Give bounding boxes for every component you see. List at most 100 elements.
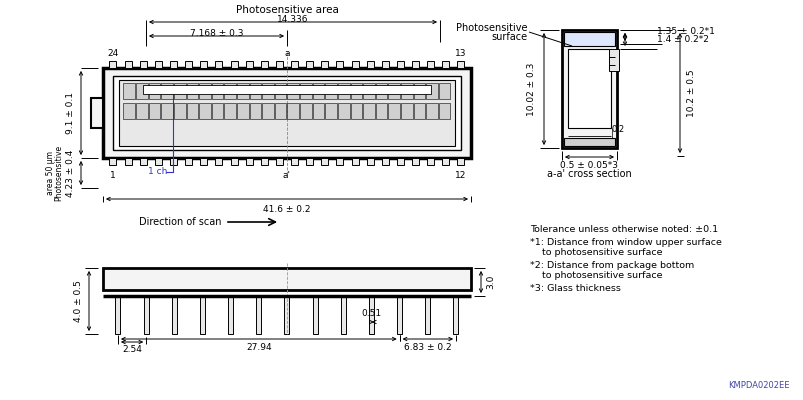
Bar bbox=[144, 296, 149, 334]
Bar bbox=[388, 103, 400, 119]
Bar bbox=[442, 158, 449, 165]
Bar bbox=[561, 30, 616, 148]
Bar bbox=[401, 103, 412, 119]
Bar bbox=[363, 83, 374, 99]
Bar bbox=[291, 61, 298, 68]
Bar bbox=[351, 61, 358, 68]
Bar bbox=[237, 103, 248, 119]
Bar bbox=[321, 158, 328, 165]
Bar bbox=[442, 61, 449, 68]
Text: 1 ch: 1 ch bbox=[148, 168, 167, 176]
Bar bbox=[262, 103, 274, 119]
Bar bbox=[425, 296, 430, 334]
Bar bbox=[426, 158, 434, 165]
Bar bbox=[224, 83, 236, 99]
Bar bbox=[124, 103, 135, 119]
Bar bbox=[366, 61, 373, 68]
Bar bbox=[312, 103, 324, 119]
Bar bbox=[413, 83, 425, 99]
Bar bbox=[453, 296, 458, 334]
Bar bbox=[426, 103, 438, 119]
Text: 24: 24 bbox=[108, 50, 119, 58]
Bar bbox=[312, 296, 317, 334]
Bar bbox=[412, 158, 418, 165]
Bar bbox=[340, 296, 345, 334]
Bar bbox=[200, 61, 207, 68]
Bar bbox=[351, 158, 358, 165]
Bar bbox=[291, 158, 298, 165]
Text: 2.54: 2.54 bbox=[122, 346, 142, 354]
Bar bbox=[143, 85, 430, 94]
Bar bbox=[186, 103, 198, 119]
Bar bbox=[155, 158, 161, 165]
Bar bbox=[438, 103, 450, 119]
Bar bbox=[381, 158, 389, 165]
Text: a': a' bbox=[283, 172, 291, 180]
Text: 1.35 ± 0.2*1: 1.35 ± 0.2*1 bbox=[656, 26, 714, 36]
Bar bbox=[140, 61, 147, 68]
Text: KMPDA0202EE: KMPDA0202EE bbox=[728, 381, 789, 390]
Bar bbox=[173, 103, 185, 119]
Text: Photosensitive area: Photosensitive area bbox=[235, 5, 338, 15]
Bar bbox=[109, 61, 116, 68]
Text: *2: Distance from package bottom: *2: Distance from package bottom bbox=[529, 261, 693, 270]
Bar bbox=[337, 103, 349, 119]
Text: Tolerance unless otherwise noted: ±0.1: Tolerance unless otherwise noted: ±0.1 bbox=[529, 225, 717, 234]
Text: surface: surface bbox=[491, 32, 528, 42]
Bar bbox=[172, 296, 177, 334]
Bar bbox=[149, 103, 160, 119]
Bar bbox=[350, 103, 361, 119]
Bar bbox=[215, 61, 222, 68]
Text: 12: 12 bbox=[454, 172, 466, 180]
Bar bbox=[413, 103, 425, 119]
Bar bbox=[275, 61, 283, 68]
Text: 1.4 ± 0.2*2: 1.4 ± 0.2*2 bbox=[656, 35, 708, 44]
Bar bbox=[200, 296, 205, 334]
Bar bbox=[116, 296, 120, 334]
Bar bbox=[237, 83, 248, 99]
Bar bbox=[136, 103, 148, 119]
Bar bbox=[397, 296, 402, 334]
Text: 3.0: 3.0 bbox=[486, 275, 495, 289]
Text: a: a bbox=[284, 50, 289, 58]
Text: *1: Distance from window upper surface: *1: Distance from window upper surface bbox=[529, 238, 721, 247]
Bar bbox=[161, 83, 173, 99]
Bar bbox=[336, 61, 343, 68]
Text: 0.2: 0.2 bbox=[611, 126, 625, 134]
Bar bbox=[325, 83, 336, 99]
Bar bbox=[275, 158, 283, 165]
Bar bbox=[199, 103, 210, 119]
Bar bbox=[336, 158, 343, 165]
Text: 0.5 ± 0.05*3: 0.5 ± 0.05*3 bbox=[560, 162, 618, 170]
Text: 7.168 ± 0.3: 7.168 ± 0.3 bbox=[190, 30, 243, 38]
Bar bbox=[211, 83, 223, 99]
Bar bbox=[155, 61, 161, 68]
Text: Direction of scan: Direction of scan bbox=[140, 217, 222, 227]
Bar bbox=[161, 103, 173, 119]
Text: to photosensitive surface: to photosensitive surface bbox=[541, 271, 662, 280]
Bar bbox=[149, 83, 160, 99]
Bar bbox=[306, 158, 313, 165]
Text: 10.02 ± 0.3: 10.02 ± 0.3 bbox=[527, 62, 536, 116]
Text: 27.94: 27.94 bbox=[246, 342, 271, 352]
Bar bbox=[119, 80, 454, 146]
Bar bbox=[275, 103, 286, 119]
Bar bbox=[256, 296, 261, 334]
Bar bbox=[306, 61, 313, 68]
Bar bbox=[397, 61, 403, 68]
Bar bbox=[426, 83, 438, 99]
Bar bbox=[300, 103, 312, 119]
Text: Photosensitive: Photosensitive bbox=[55, 145, 63, 201]
Bar bbox=[136, 83, 148, 99]
Bar bbox=[300, 83, 312, 99]
Bar bbox=[325, 103, 336, 119]
Bar bbox=[275, 83, 286, 99]
Text: 10.2 ± 0.5: 10.2 ± 0.5 bbox=[687, 69, 695, 117]
Bar bbox=[366, 158, 373, 165]
Bar bbox=[124, 158, 132, 165]
Bar bbox=[185, 61, 192, 68]
Text: Photosensitive: Photosensitive bbox=[456, 23, 528, 33]
Bar bbox=[260, 61, 267, 68]
Bar bbox=[124, 61, 132, 68]
Bar bbox=[375, 83, 387, 99]
